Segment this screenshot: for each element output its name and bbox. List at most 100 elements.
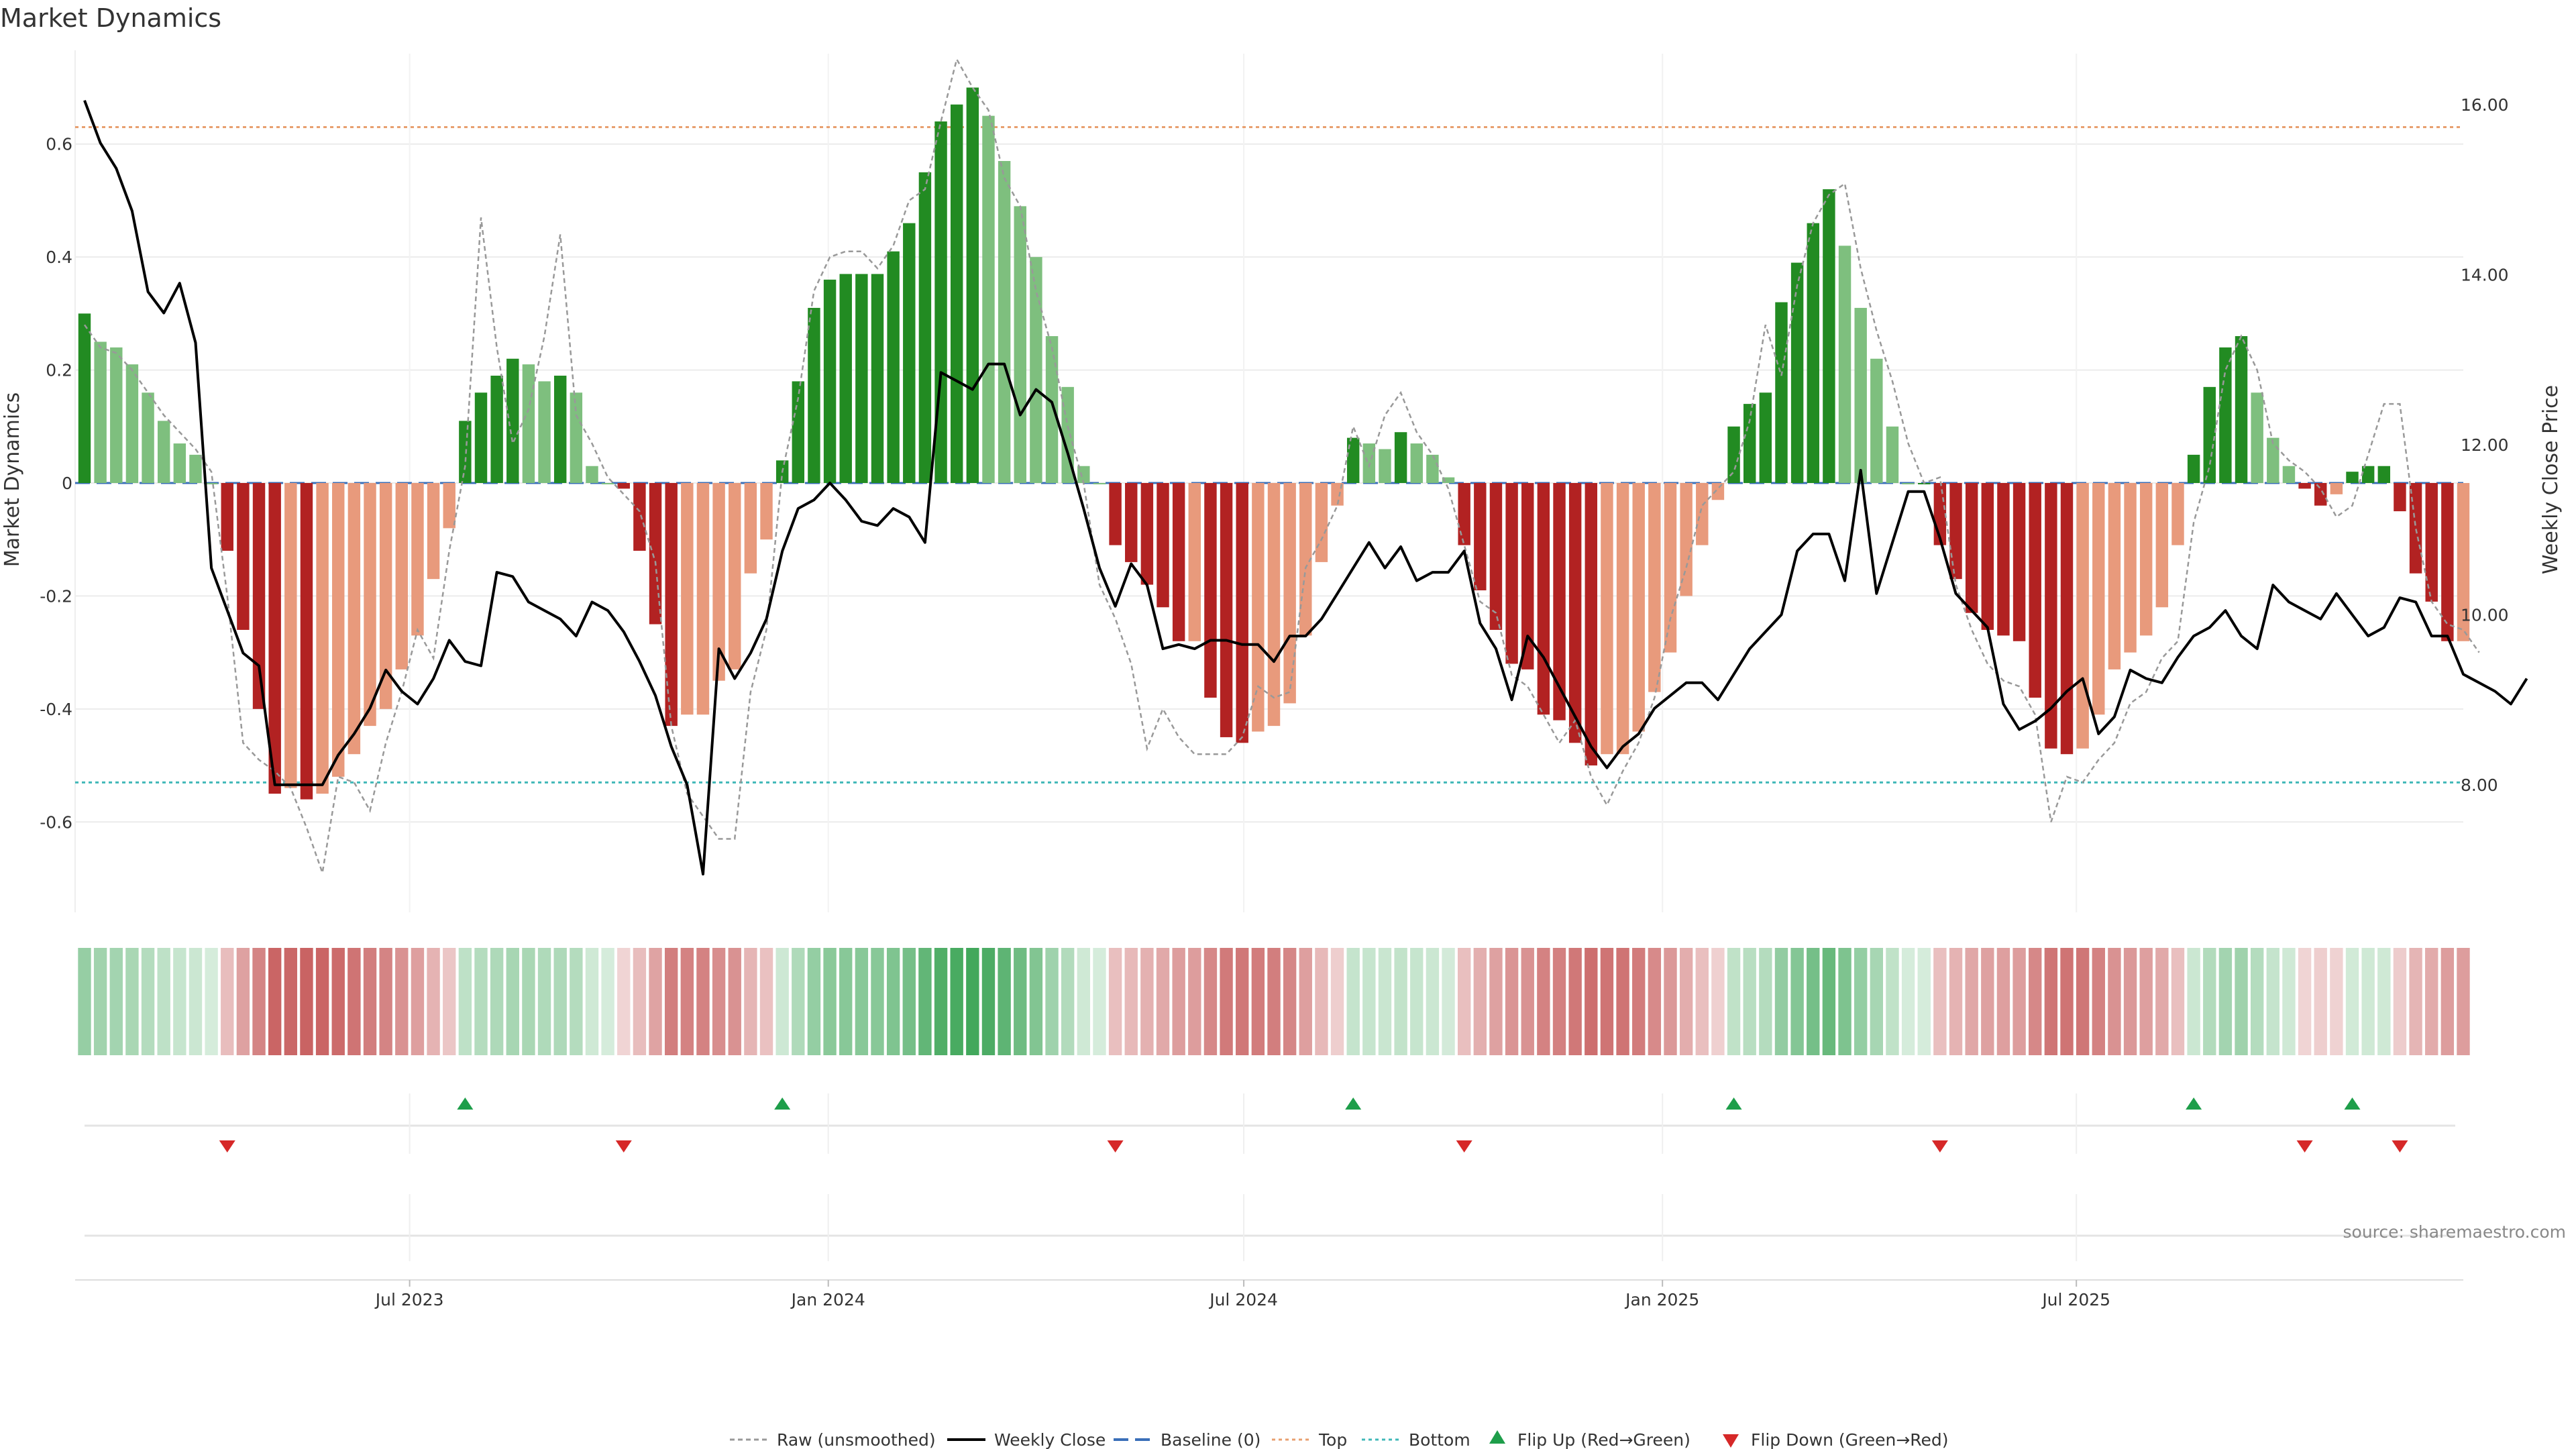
momentum-bar	[2441, 483, 2454, 641]
momentum-bar	[998, 161, 1011, 483]
heat-cell	[315, 948, 329, 1055]
series-lines	[83, 57, 2528, 875]
momentum-bar	[760, 483, 773, 540]
heat-cell	[1616, 948, 1629, 1055]
left-tick-label: -0.6	[40, 812, 72, 832]
heat-cell	[1172, 948, 1185, 1055]
heat-cell	[1505, 948, 1519, 1055]
momentum-bar	[364, 483, 376, 727]
momentum-bar	[950, 104, 963, 483]
legend-flip-up-icon	[1489, 1430, 1505, 1444]
heat-cell	[664, 948, 678, 1055]
legend-flip-down-icon	[1723, 1434, 1739, 1448]
heat-cell	[1552, 948, 1566, 1055]
heat-cell	[1901, 948, 1915, 1055]
momentum-bar	[237, 483, 250, 630]
momentum-bar	[474, 392, 488, 483]
left-y-axis: 0.6 0.4 0.2 0 -0.2 -0.4 -0.6	[40, 135, 72, 833]
heat-cell	[1822, 948, 1836, 1055]
momentum-bar	[2155, 483, 2169, 608]
right-tick-label: 16.00	[2461, 95, 2509, 115]
momentum-bar	[2394, 483, 2406, 512]
heat-cell	[649, 948, 662, 1055]
heat-cell	[1774, 948, 1788, 1055]
momentum-bar	[1014, 206, 1026, 483]
heat-cell	[125, 948, 139, 1055]
heat-cell	[775, 948, 789, 1055]
x-tick-label: Jan 2025	[1624, 1290, 1699, 1309]
heat-cell	[712, 948, 726, 1055]
x-tick-label: Jul 2024	[1208, 1290, 1278, 1309]
heat-cell	[1014, 948, 1027, 1055]
momentum-heat-strip	[78, 948, 2470, 1055]
momentum-bar	[2092, 483, 2105, 715]
heat-cell	[458, 948, 472, 1055]
momentum-bar	[696, 483, 710, 715]
momentum-bar	[1981, 483, 1994, 630]
heat-cell	[1362, 948, 1376, 1055]
momentum-bar	[1743, 404, 1756, 483]
momentum-bar	[1838, 246, 1851, 483]
flip-up-marker	[2186, 1097, 2202, 1110]
heat-cell	[1251, 948, 1265, 1055]
heat-cell	[157, 948, 170, 1055]
chart-title: Market Dynamics	[0, 3, 221, 33]
momentum-bar	[1030, 257, 1042, 483]
heat-cell	[1045, 948, 1059, 1055]
legend: Raw (unsmoothed) Weekly Close Baseline (…	[730, 1430, 1949, 1449]
momentum-bar	[1315, 483, 1328, 562]
heat-cell	[331, 948, 345, 1055]
right-axis-label: Weekly Close Price	[2539, 385, 2563, 574]
momentum-bar	[2425, 483, 2438, 602]
momentum-bar	[2267, 437, 2279, 483]
heat-cell	[1378, 948, 1392, 1055]
legend-flip-down-label: Flip Down (Green→Red)	[1751, 1430, 1949, 1449]
heat-cell	[1283, 948, 1297, 1055]
heat-cell	[1330, 948, 1344, 1055]
heat-cell	[570, 948, 583, 1055]
momentum-bar	[1902, 483, 1915, 484]
heat-cell	[1965, 948, 1978, 1055]
heat-cell	[950, 948, 963, 1055]
heat-cell	[633, 948, 647, 1055]
momentum-bar	[1997, 483, 2010, 636]
heat-cell	[1870, 948, 1884, 1055]
momentum-bar	[506, 358, 519, 483]
heat-cell	[1981, 948, 1994, 1055]
momentum-bar	[792, 381, 805, 483]
heat-cell	[759, 948, 773, 1055]
momentum-bar	[2377, 466, 2391, 483]
heat-cell	[1029, 948, 1043, 1055]
momentum-bar	[1648, 483, 1661, 692]
flip-down-marker	[219, 1140, 235, 1152]
momentum-bar	[982, 115, 995, 483]
heat-cell	[601, 948, 614, 1055]
legend-raw-label: Raw (unsmoothed)	[777, 1430, 936, 1449]
left-tick-label: 0.2	[46, 361, 72, 380]
momentum-bar	[617, 483, 630, 489]
momentum-bar	[1394, 432, 1407, 483]
momentum-bar	[395, 483, 409, 669]
momentum-bar	[966, 87, 979, 484]
heat-cell	[2012, 948, 2026, 1055]
momentum-bar	[2139, 483, 2153, 636]
heat-cell	[1743, 948, 1756, 1055]
left-axis-label: Market Dynamics	[1, 392, 24, 568]
momentum-bar	[1379, 449, 1391, 483]
heat-cell	[347, 948, 361, 1055]
momentum-bar	[1965, 483, 1978, 613]
heat-cell	[696, 948, 710, 1055]
heat-cell	[221, 948, 234, 1055]
flip-down-marker	[1931, 1140, 1948, 1152]
momentum-bar	[1267, 483, 1281, 727]
momentum-bar	[316, 483, 329, 794]
heat-cell	[1664, 948, 1677, 1055]
momentum-bar	[2108, 483, 2121, 669]
momentum-bar	[125, 364, 139, 483]
momentum-bar	[2187, 454, 2200, 483]
momentum-bar	[1489, 483, 1503, 630]
momentum-bar	[1632, 483, 1645, 732]
heat-cell	[490, 948, 504, 1055]
flip-down-marker	[1107, 1140, 1124, 1152]
